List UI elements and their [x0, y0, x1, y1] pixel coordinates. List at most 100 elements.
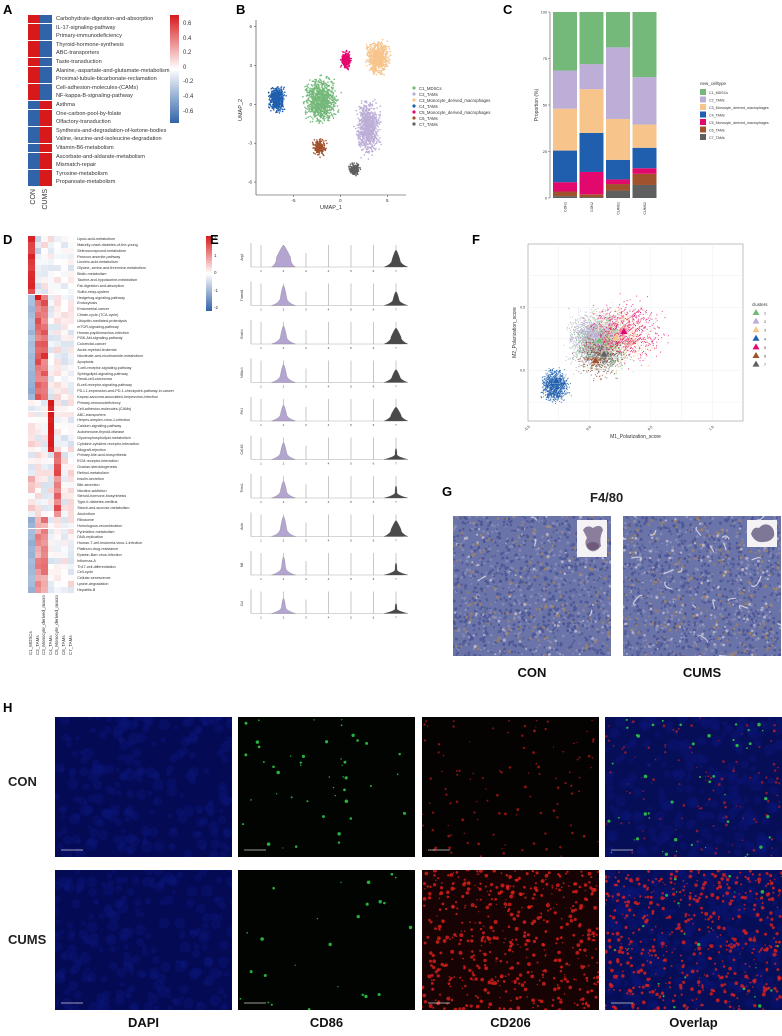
- heatmap-row-label: Cell-cycle: [77, 570, 94, 575]
- cluster-tick: 2: [283, 500, 285, 504]
- heatmap-cell: [67, 540, 75, 547]
- heatmap-cell: [41, 481, 48, 488]
- heatmap-cell: [28, 464, 35, 470]
- heatmap-cell: [54, 557, 61, 564]
- legend-swatch: [752, 334, 760, 341]
- heatmap-cell: [54, 446, 61, 453]
- heatmap-col-label: C6_TAMs: [61, 635, 66, 655]
- heatmap-cell: [47, 329, 55, 336]
- bar-segment: [606, 47, 630, 119]
- colorbar-tick: -0.4: [183, 94, 194, 100]
- heatmap-cell: [67, 470, 75, 476]
- heatmap-row-label: Herpes-simplex-virus-1-infection: [77, 418, 131, 423]
- heatmap-cell: [47, 499, 55, 506]
- heatmap-cell: [61, 276, 68, 283]
- heatmap-cell: [67, 253, 75, 260]
- legend-label: C1_MDSCs: [419, 86, 442, 91]
- heatmap-cell: [54, 575, 61, 582]
- heatmap-cell: [67, 557, 75, 564]
- heatmap-cell: [61, 458, 68, 465]
- heatmap-cell: [28, 475, 35, 482]
- cluster-tick: 5: [350, 616, 352, 620]
- cluster-tick: 6: [373, 577, 375, 581]
- heatmap-cell: [28, 40, 40, 49]
- heatmap-cell: [41, 563, 48, 570]
- bar-segment: [579, 12, 604, 65]
- y-tick: 3: [249, 63, 252, 68]
- heatmap-row-label: Thyroid-hormone-synthesis: [56, 41, 124, 48]
- heatmap-row-label: Alcoholism: [77, 511, 96, 516]
- heatmap-cell: [67, 306, 75, 313]
- cluster-tick: 5: [350, 308, 352, 312]
- bar-segment: [606, 118, 630, 160]
- heatmap-cell: [47, 464, 55, 470]
- heatmap-cell: [67, 265, 75, 272]
- y-axis-label: M2_Polarization_score: [512, 307, 518, 358]
- heatmap-cell: [61, 464, 68, 470]
- heatmap-col-label: C5_Monocyte_derived_macrophages: [54, 594, 60, 655]
- heatmap-cell: [54, 288, 61, 295]
- heatmap-row-label: Allograft-rejection: [77, 447, 106, 452]
- heatmap-cell: [34, 440, 42, 447]
- heatmap-row-label: Glycerophospholipid-metabolism: [77, 435, 131, 440]
- cluster-tick: 7: [395, 423, 397, 427]
- heatmap-cell: [54, 282, 61, 289]
- colorbar-tick: 0: [214, 270, 217, 275]
- bar-segment: [632, 168, 657, 174]
- heatmap-cell: [67, 551, 75, 558]
- legend-swatch: [752, 309, 760, 315]
- heatmap-row-label: IL-17-signaling-pathway: [56, 24, 116, 31]
- heatmap-row-label: Autoimmune-thyroid-disease: [77, 430, 125, 435]
- heatmap-cell: [67, 247, 75, 254]
- heatmap-row-label: Ubiquitin-mediated-proteolysis: [77, 318, 127, 323]
- heatmap-cell: [34, 341, 42, 348]
- heatmap-cell: [67, 522, 75, 529]
- heatmap-cell: [54, 522, 61, 529]
- heatmap-cell: [54, 312, 61, 318]
- heatmap-cell: [41, 276, 48, 283]
- heatmap-row-label: Human-papillomavirus-infection: [77, 330, 129, 335]
- ihc-cums-label: CUMS: [682, 665, 722, 680]
- cluster-tick: 3: [305, 500, 307, 504]
- heatmap-cell: [67, 341, 75, 348]
- heatmap-cell: [61, 271, 68, 277]
- heatmap-cell: [41, 446, 48, 453]
- heatmap-row-label: Paroxon-arsenite-pathway: [77, 254, 121, 259]
- y-tick: -6: [248, 180, 252, 185]
- heatmap-row-label: Lipoic-acid-metabolism: [77, 237, 115, 241]
- heatmap-cell: [47, 557, 55, 564]
- heatmap-cell: [41, 516, 48, 523]
- heatmap-cell: [61, 510, 68, 517]
- cluster-tick: 5: [350, 539, 352, 543]
- heatmap-cell: [41, 247, 48, 254]
- heatmap-row-label: Type-II-diabetes-mellitus: [77, 500, 118, 505]
- heatmap-cell: [47, 522, 55, 529]
- bar-segment: [632, 124, 657, 148]
- heatmap-cell: [34, 493, 42, 500]
- heatmap-cell: [54, 399, 61, 406]
- cluster-tick: 6: [373, 539, 375, 543]
- heatmap-cell: [47, 282, 55, 289]
- heatmap-cell: [28, 135, 40, 144]
- heatmap-cell: [28, 534, 35, 541]
- heatmap-cell: [54, 294, 61, 301]
- heatmap-cell: [54, 423, 61, 430]
- x-tick: 0.5: [647, 425, 653, 431]
- heatmap-cell: [61, 294, 68, 301]
- heatmap-cell: [41, 253, 48, 260]
- colorbar-tick: -0.6: [183, 108, 194, 115]
- heatmap-cell: [28, 152, 40, 161]
- if-col-label-cd86: CD86: [309, 1015, 344, 1030]
- heatmap-cell: [47, 458, 55, 465]
- heatmap-cell: [34, 569, 42, 576]
- bar-segment: [579, 197, 604, 198]
- gene-label: Arg1: [240, 253, 244, 260]
- heatmap-cell: [34, 247, 42, 254]
- heatmap-cell: [41, 546, 48, 552]
- heatmap-cell: [47, 317, 55, 324]
- heatmap-row-label: Lysine-degradation: [77, 582, 109, 587]
- heatmap-cell: [54, 335, 61, 342]
- x-tick: 5: [386, 198, 389, 203]
- heatmap-row-label: Ascorbate-and-aldarate-metabolism: [56, 153, 145, 160]
- if-image-con-cd206: [422, 717, 599, 857]
